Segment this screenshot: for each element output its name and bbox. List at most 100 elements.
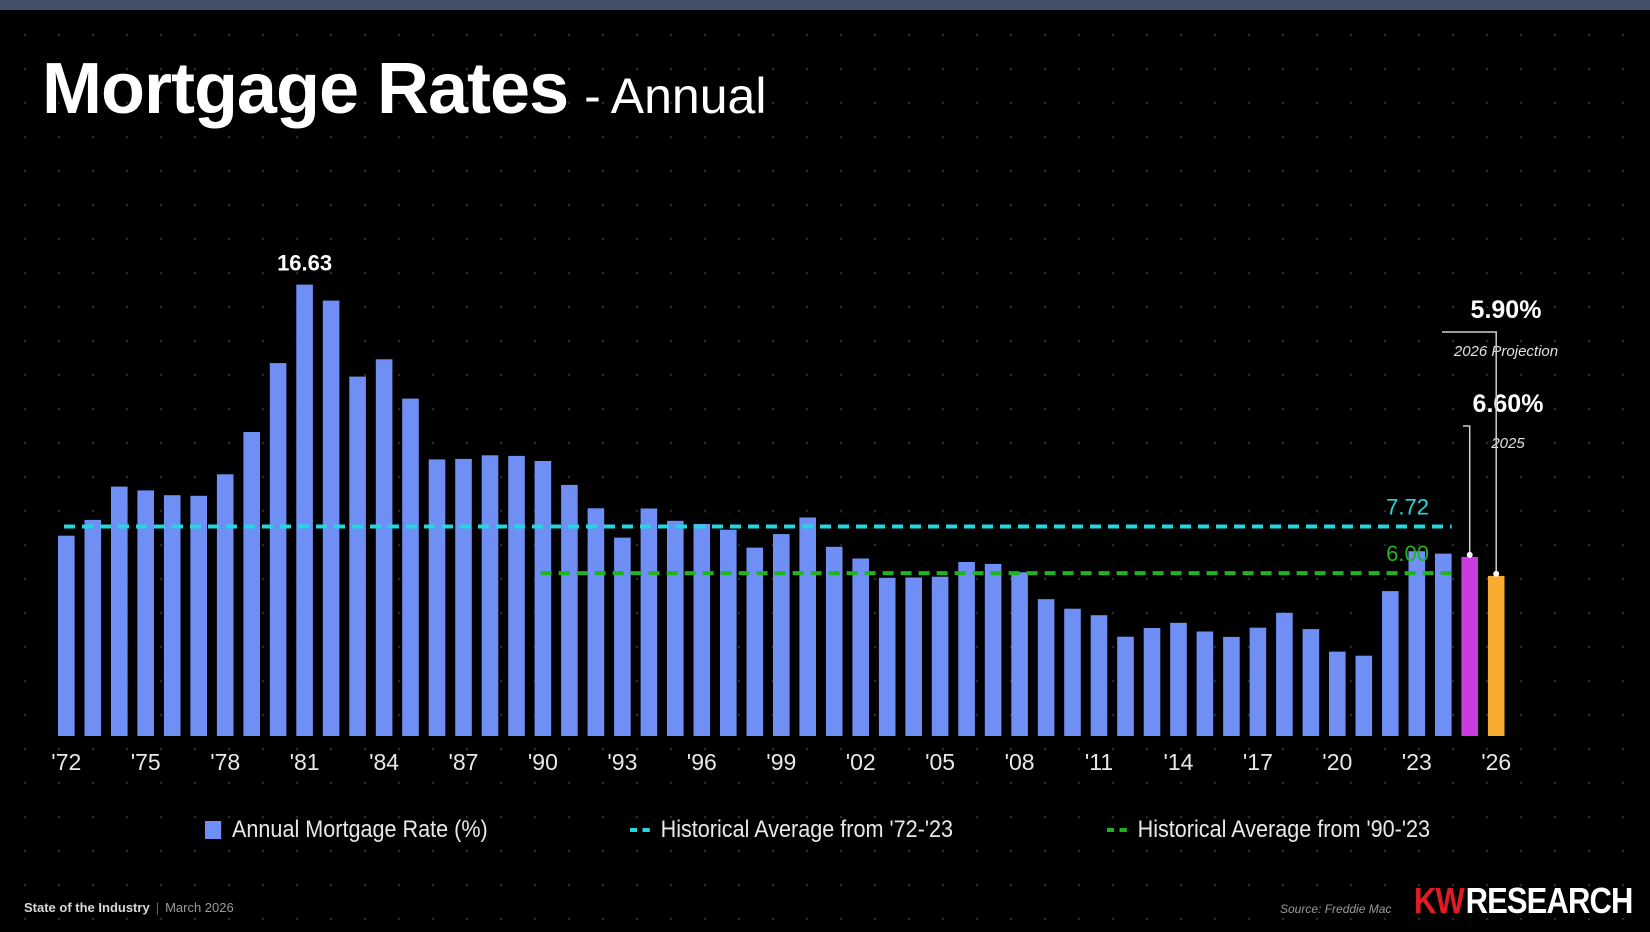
annotations: 16.63 6.60% 2025 5.90% 2026 Projection (277, 251, 1558, 577)
legend-swatch-cyan-dash (630, 828, 650, 832)
data-label-1981: 16.63 (277, 251, 332, 276)
legend: Annual Mortgage Rate (%) Historical Aver… (0, 816, 1650, 852)
bar-1990 (534, 461, 552, 736)
bar-1973 (84, 519, 102, 736)
bar-1974 (111, 486, 128, 736)
x-tick-label-1993: '93 (607, 749, 637, 775)
bar-2007 (984, 563, 1002, 736)
bar-2004 (905, 577, 922, 736)
legend-label-annual-rate: Annual Mortgage Rate (%) (232, 816, 488, 843)
bar-2002 (852, 558, 869, 736)
reference-line-label-0: 7.72 (1386, 495, 1429, 520)
bar-2000 (799, 517, 816, 736)
bar-2005 (931, 576, 949, 736)
bar-1996 (693, 524, 711, 736)
legend-swatch-bar (205, 821, 222, 839)
bar-1983 (349, 376, 366, 736)
x-axis-tick-labels: '72 '75 '78 '81 '84 '87 '90 '93 '96 '99 '02 '05 '08 '… (51, 749, 1511, 775)
bar-1976 (163, 495, 181, 736)
x-tick-label-2023: '23 (1402, 749, 1432, 775)
bar-1999 (773, 534, 790, 736)
bar-1995 (667, 520, 684, 736)
x-tick-label-2005: '05 (925, 749, 955, 775)
callout-caption-2026: 2026 Projection (1453, 343, 1558, 360)
bar-2020 (1329, 651, 1346, 736)
brand-kw: KW (1414, 880, 1465, 921)
bar-2012 (1117, 636, 1134, 736)
reference-lines: 7.72 6.00 (64, 495, 1452, 576)
bar-2021 (1355, 655, 1373, 736)
title-separator: - (584, 68, 601, 124)
bar-1984 (375, 359, 393, 736)
callout-value-2025: 6.60% (1473, 390, 1544, 418)
bar-2019 (1302, 629, 1320, 736)
bar-2006 (958, 562, 975, 736)
bar-1972 (58, 535, 75, 736)
bar-2022 (1382, 591, 1399, 736)
x-tick-label-2014: '14 (1164, 749, 1194, 775)
bar-2026 (1487, 575, 1505, 736)
bar-2023 (1408, 551, 1426, 736)
legend-swatch-green-dash (1107, 828, 1127, 832)
bar-1981 (296, 284, 313, 736)
bar-1975 (137, 490, 154, 736)
bar-2011 (1090, 615, 1108, 736)
brand-research: RESEARCH (1465, 880, 1634, 921)
x-tick-label-2026: '26 (1481, 749, 1511, 775)
legend-item-avg-90-23: Historical Average from '90-'23 (1107, 816, 1430, 844)
callout-leader-2026 (1442, 331, 1497, 572)
x-tick-label-1972: '72 (51, 749, 81, 775)
bar-2003 (878, 577, 896, 736)
source-note: Source: Freddie Mac (1280, 902, 1392, 916)
x-tick-label-2008: '08 (1005, 749, 1035, 775)
bar-2024 (1435, 553, 1452, 736)
legend-item-avg-72-23: Historical Average from '72-'23 (630, 816, 953, 844)
bar-1992 (587, 508, 605, 736)
bar-2008 (1011, 572, 1028, 736)
bar-1985 (402, 398, 419, 736)
footer-org: State of the Industry (24, 900, 150, 915)
bar-1986 (428, 459, 446, 736)
footer-separator: | (155, 900, 160, 915)
reference-line-label-1: 6.00 (1386, 541, 1429, 566)
chart-subtitle: Annual (610, 68, 767, 124)
bars (58, 284, 1505, 736)
bar-2009 (1037, 599, 1055, 736)
bar-2018 (1276, 612, 1293, 736)
callout-dot-2026 (1493, 570, 1500, 577)
legend-label-avg-90-23: Historical Average from '90-'23 (1137, 816, 1430, 843)
bar-2013 (1143, 628, 1161, 736)
brand-logo: KWRESEARCH (1414, 880, 1634, 922)
bar-1977 (190, 495, 207, 736)
bar-1982 (322, 300, 340, 736)
bar-1998 (746, 547, 764, 736)
bar-1994 (640, 508, 658, 736)
title-row: Mortgage Rates - Annual (42, 48, 766, 130)
x-tick-label-2002: '02 (846, 749, 876, 775)
legend-label-avg-72-23: Historical Average from '72-'23 (660, 816, 953, 843)
x-tick-label-1990: '90 (528, 749, 558, 775)
bar-1979 (243, 432, 260, 736)
legend-item-annual-rate: Annual Mortgage Rate (%) (205, 816, 488, 844)
footer-date: March 2026 (165, 900, 234, 915)
x-tick-label-1987: '87 (449, 749, 479, 775)
bar-2017 (1249, 627, 1267, 736)
bar-1989 (508, 455, 525, 736)
x-tick-label-2017: '17 (1243, 749, 1273, 775)
bar-2010 (1064, 608, 1081, 736)
callout-leader-2025 (1463, 425, 1471, 553)
x-tick-label-1996: '96 (687, 749, 717, 775)
bar-2016 (1223, 636, 1240, 736)
bar-2025 (1461, 556, 1478, 736)
x-tick-label-2011: '11 (1085, 749, 1113, 775)
callout-value-2026: 5.90% (1471, 296, 1542, 324)
x-tick-label-1984: '84 (369, 749, 399, 775)
x-tick-label-1978: '78 (210, 749, 240, 775)
bar-2014 (1170, 622, 1187, 736)
bar-2001 (825, 546, 843, 736)
chart-title: Mortgage Rates (42, 49, 569, 129)
bar-1991 (561, 484, 578, 736)
bar-1997 (720, 529, 737, 736)
bar-1988 (481, 455, 499, 736)
